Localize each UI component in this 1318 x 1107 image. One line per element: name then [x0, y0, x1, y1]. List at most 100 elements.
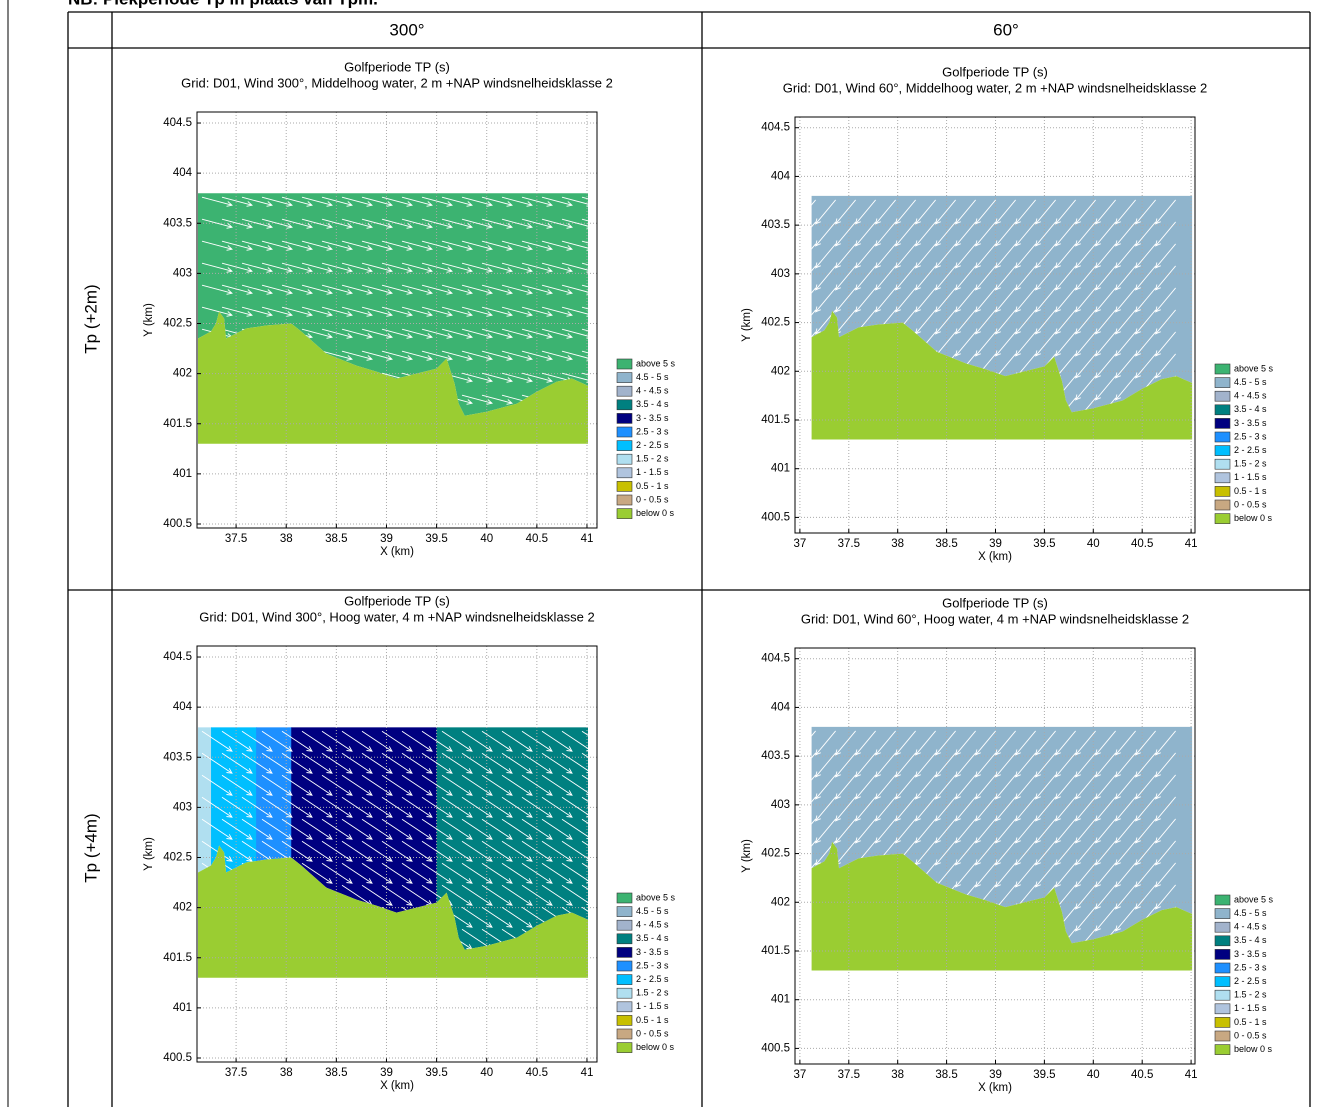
- x-tick-label: 37.5: [225, 533, 247, 545]
- legend-swatch: [1215, 1004, 1230, 1014]
- y-tick-label: 401.5: [163, 952, 192, 964]
- legend-swatch: [1215, 500, 1230, 510]
- x-tick-label: 40: [1087, 1069, 1100, 1081]
- legend-swatch: [617, 1043, 632, 1053]
- x-tick-label: 39: [989, 1069, 1002, 1081]
- y-tick-label: 404.5: [761, 122, 790, 134]
- x-tick-label: 37: [793, 538, 806, 550]
- y-axis-label: Y (km): [143, 837, 155, 871]
- legend-label: 2.5 - 3 s: [1234, 962, 1267, 972]
- x-tick-label: 38: [891, 1069, 904, 1081]
- plot-title: Golfperiode TP (s): [344, 59, 450, 74]
- legend-swatch: [617, 441, 632, 451]
- plot-title: Golfperiode TP (s): [344, 593, 450, 608]
- legend-swatch: [617, 509, 632, 519]
- legend-label: 4.5 - 5 s: [1234, 377, 1267, 387]
- legend-label: 1.5 - 2 s: [636, 988, 669, 998]
- legend-swatch: [1215, 486, 1230, 496]
- legend-swatch: [617, 1002, 632, 1012]
- legend-swatch: [1215, 1045, 1230, 1055]
- legend-label: 0.5 - 1 s: [636, 1015, 669, 1025]
- x-tick-label: 37: [793, 1069, 806, 1081]
- y-tick-label: 401: [771, 463, 790, 475]
- legend-swatch: [1215, 473, 1230, 483]
- legend-swatch: [617, 386, 632, 396]
- legend-swatch: [617, 373, 632, 383]
- legend-swatch: [617, 359, 632, 369]
- legend-swatch: [1215, 418, 1230, 428]
- x-tick-label: 39: [989, 538, 1002, 550]
- legend-swatch: [617, 920, 632, 930]
- legend-swatch: [1215, 1031, 1230, 1041]
- x-axis-label: X (km): [978, 551, 1012, 563]
- legend-label: 3 - 3.5 s: [1234, 418, 1267, 428]
- legend-swatch: [1215, 977, 1230, 987]
- y-tick-label: 400.5: [761, 511, 790, 523]
- legend-swatch: [617, 893, 632, 903]
- legend-swatch: [1215, 514, 1230, 524]
- legend-swatch: [617, 481, 632, 491]
- x-tick-label: 38.5: [325, 533, 347, 545]
- x-tick-label: 38.5: [935, 538, 957, 550]
- legend-swatch: [1215, 446, 1230, 456]
- x-tick-label: 41: [1185, 1069, 1198, 1081]
- y-tick-label: 403: [173, 801, 192, 813]
- y-tick-label: 404.5: [163, 117, 192, 129]
- y-tick-label: 404.5: [761, 653, 790, 665]
- legend-label: 1 - 1.5 s: [636, 467, 669, 477]
- y-tick-label: 404: [771, 170, 791, 182]
- legend-label: 3 - 3.5 s: [1234, 949, 1267, 959]
- legend-label: 1.5 - 2 s: [1234, 459, 1267, 469]
- legend-swatch: [1215, 378, 1230, 388]
- legend-swatch: [1215, 936, 1230, 946]
- x-tick-label: 39.5: [1033, 1069, 1055, 1081]
- legend-label: above 5 s: [636, 892, 676, 902]
- legend-label: 1 - 1.5 s: [1234, 1003, 1267, 1013]
- column-header: 300°: [389, 20, 424, 39]
- legend-swatch: [1215, 963, 1230, 973]
- y-tick-label: 402.5: [163, 852, 192, 864]
- row-label: Tp (+2m): [81, 284, 100, 353]
- legend-label: below 0 s: [636, 508, 675, 518]
- legend-swatch: [617, 947, 632, 957]
- x-tick-label: 37.5: [838, 538, 860, 550]
- legend-swatch: [1215, 391, 1230, 401]
- plot-subtitle: Grid: D01, Wind 60°, Hoog water, 4 m +NA…: [801, 611, 1189, 626]
- legend-label: 0 - 0.5 s: [636, 494, 669, 504]
- legend-label: 4.5 - 5 s: [1234, 908, 1267, 918]
- x-tick-label: 38.5: [325, 1067, 347, 1079]
- legend-swatch: [1215, 364, 1230, 374]
- legend-swatch: [1215, 909, 1230, 919]
- x-tick-label: 39.5: [1033, 538, 1055, 550]
- legend-label: below 0 s: [1234, 1044, 1273, 1054]
- legend-label: 2.5 - 3 s: [1234, 431, 1267, 441]
- legend-swatch: [617, 988, 632, 998]
- legend-label: above 5 s: [1234, 894, 1274, 904]
- legend-swatch: [1215, 405, 1230, 415]
- y-tick-label: 403.5: [761, 750, 790, 762]
- legend-swatch: [617, 1029, 632, 1039]
- y-tick-label: 404.5: [163, 651, 192, 663]
- y-tick-label: 401: [771, 994, 790, 1006]
- legend-swatch: [617, 454, 632, 464]
- y-tick-label: 403: [173, 267, 192, 279]
- legend-label: 3.5 - 4 s: [636, 399, 669, 409]
- x-tick-label: 38.5: [935, 1069, 957, 1081]
- y-tick-label: 402: [173, 368, 192, 380]
- x-tick-label: 38: [891, 538, 904, 550]
- y-tick-label: 400.5: [163, 518, 192, 530]
- legend-label: 0 - 0.5 s: [1234, 1030, 1267, 1040]
- legend-swatch: [617, 427, 632, 437]
- y-tick-label: 402.5: [761, 848, 790, 860]
- x-tick-label: 40: [480, 1067, 493, 1079]
- legend-label: 4.5 - 5 s: [636, 372, 669, 382]
- legend-swatch: [1215, 949, 1230, 959]
- x-tick-label: 40.5: [526, 533, 548, 545]
- x-tick-label: 37.5: [838, 1069, 860, 1081]
- legend-label: 4 - 4.5 s: [1234, 391, 1267, 401]
- x-tick-label: 41: [1185, 538, 1198, 550]
- legend-label: 0 - 0.5 s: [636, 1028, 669, 1038]
- legend-label: above 5 s: [1234, 363, 1274, 373]
- x-axis-label: X (km): [380, 546, 414, 558]
- legend-swatch: [617, 934, 632, 944]
